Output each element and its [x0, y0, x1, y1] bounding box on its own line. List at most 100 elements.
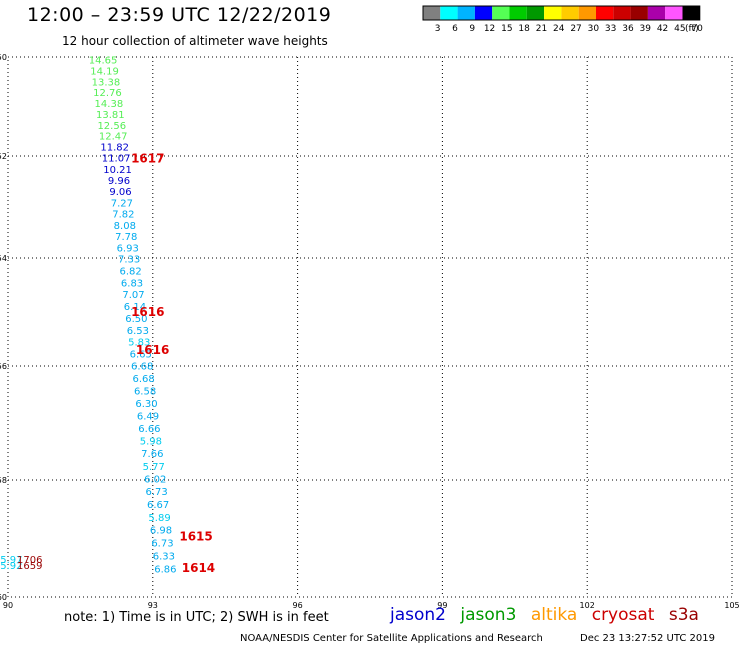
wave-height-label: 9.06 — [109, 187, 131, 198]
x-tick-label: 90 — [3, 601, 13, 610]
wave-height-label: 11.82 — [100, 143, 129, 154]
pass-time-label: 1617 — [131, 152, 164, 166]
wave-height-label: 12.76 — [93, 88, 122, 99]
wave-height-label: 5.92 — [0, 561, 22, 572]
legend-label: 3 — [435, 24, 441, 34]
y-tick-label: -50 — [0, 53, 7, 62]
legend-swatch — [578, 6, 596, 20]
legend-label: 21 — [536, 24, 547, 34]
legend-swatch — [682, 6, 700, 20]
wave-height-label: 6.02 — [144, 474, 166, 485]
legend-swatch — [596, 6, 614, 20]
wave-height-label: 6.65 — [130, 350, 152, 361]
satellite-s3a: s3a — [668, 605, 699, 625]
wave-height-label: 7.33 — [118, 255, 140, 266]
legend-swatch — [423, 6, 441, 20]
legend-label: 6 — [452, 24, 458, 34]
wave-height-label: 9.96 — [108, 176, 130, 187]
wave-height-label: 12.56 — [97, 121, 126, 132]
wave-height-label: 6.50 — [125, 314, 147, 325]
legend-swatch — [544, 6, 562, 20]
legend-unit: (ft) — [685, 24, 699, 34]
wave-height-label: 13.81 — [96, 110, 125, 121]
wave-height-label: 14.19 — [90, 66, 119, 77]
wave-height-label: 1659 — [17, 561, 42, 572]
wave-height-label: 6.83 — [121, 278, 143, 289]
wave-height-label: 14.38 — [95, 99, 124, 110]
wave-height-label: 6.30 — [135, 399, 157, 410]
legend-swatch — [457, 6, 475, 20]
x-tick-label: 105 — [724, 601, 739, 610]
wave-height-label: 13.38 — [92, 77, 121, 88]
wave-height-label: 6.73 — [151, 539, 173, 550]
wave-height-label: 6.66 — [138, 424, 160, 435]
legend-label: 42 — [657, 24, 668, 34]
legend-label: 30 — [588, 24, 600, 34]
legend-label: 27 — [570, 24, 581, 34]
satellite-legend: jason2 jason3 altika cryosat s3a — [390, 605, 708, 625]
wave-height-label: 7.27 — [111, 198, 133, 209]
wave-height-label: 6.93 — [117, 243, 139, 254]
legend-swatch — [474, 6, 493, 20]
legend-label: 12 — [484, 24, 495, 34]
wave-height-label: 5.97 — [0, 555, 22, 566]
color-legend: 3 6 9 12 15 18 21 24 27 30 33 36 39 42 45 70(ft) — [422, 5, 703, 34]
y-tick-label: -52 — [0, 152, 7, 161]
generated-timestamp: Dec 23 13:27:52 UTC 2019 — [580, 633, 715, 644]
legend-label: 39 — [640, 24, 652, 34]
page-title: 12:00 – 23:59 UTC 12/22/2019 — [27, 4, 332, 26]
satellite-jason3: jason3 — [460, 605, 517, 625]
legend-label: 36 — [622, 24, 634, 34]
wave-height-label: 6.58 — [134, 387, 156, 398]
wave-height-label: 6.14 — [124, 302, 146, 313]
wave-height-label: 6.73 — [146, 487, 168, 498]
wave-height-label: 6.67 — [147, 500, 169, 511]
x-tick-label: 96 — [293, 601, 303, 610]
wave-height-label: 6.86 — [154, 564, 176, 575]
pass-time-label: 1615 — [179, 530, 212, 544]
legend-label: 33 — [605, 24, 616, 34]
pass-time-label: 1616 — [136, 343, 169, 357]
legend-swatch — [492, 6, 510, 20]
wave-height-label: 6.53 — [127, 326, 149, 337]
wave-height-label: 7.66 — [141, 449, 163, 460]
legend-label: 45 — [674, 24, 685, 34]
y-tick-label: -58 — [0, 476, 7, 485]
legend-swatch — [526, 6, 545, 20]
legend-label: 15 — [501, 24, 512, 34]
wave-height-label: 12.47 — [99, 132, 128, 143]
legend-frame — [422, 5, 701, 21]
wave-height-label: 5.98 — [140, 437, 162, 448]
legend-swatch — [613, 6, 631, 20]
satellite-altika: altika — [530, 605, 578, 625]
x-tick-label: 102 — [580, 601, 595, 610]
x-tick-label: 99 — [437, 601, 447, 610]
legend-label: 70 — [691, 24, 703, 34]
wave-height-label: 6.49 — [137, 412, 159, 423]
wave-height-label: 7.78 — [115, 232, 137, 243]
legend-label: 24 — [553, 24, 565, 34]
legend-swatch — [630, 6, 648, 20]
page-subtitle: 12 hour collection of altimeter wave hei… — [62, 34, 328, 48]
wave-height-label: 6.33 — [153, 551, 175, 562]
wave-height-label: 11.07 — [102, 154, 131, 165]
wave-height-label: 1706 — [17, 555, 42, 566]
legend-label: 9 — [469, 24, 475, 34]
pass-time-label: 1614 — [182, 561, 215, 575]
y-tick-label: -60 — [0, 593, 7, 602]
wave-height-label: 5.89 — [148, 513, 170, 524]
x-tick-label: 93 — [148, 601, 158, 610]
y-tick-label: -54 — [0, 254, 7, 263]
y-tick-label: -56 — [0, 362, 7, 371]
legend-label: 18 — [518, 24, 530, 34]
wave-height-label: 7.07 — [122, 290, 144, 301]
credit-text: NOAA/NESDIS Center for Satellite Applica… — [240, 633, 543, 644]
wave-height-label: 7.82 — [112, 210, 134, 221]
wave-height-label: 6.82 — [119, 266, 141, 277]
legend-swatch — [665, 6, 683, 20]
legend-swatch — [647, 6, 666, 20]
wave-height-label: 5.83 — [128, 338, 150, 349]
wave-height-label: 6.68 — [132, 374, 154, 385]
